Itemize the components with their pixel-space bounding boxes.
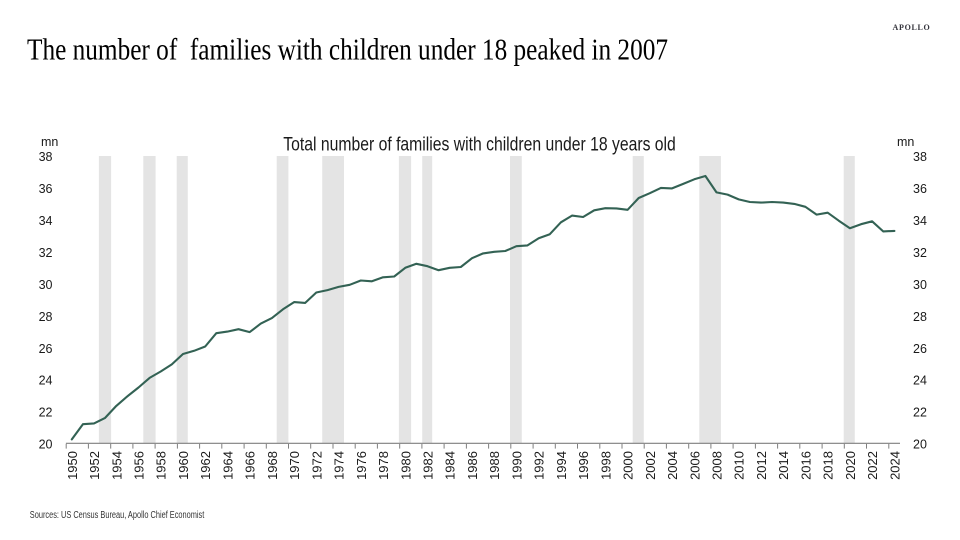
svg-text:1960: 1960: [176, 451, 191, 480]
svg-text:1964: 1964: [220, 451, 235, 480]
svg-text:20: 20: [913, 438, 927, 452]
svg-text:2018: 2018: [821, 451, 836, 480]
svg-text:24: 24: [39, 374, 53, 388]
svg-text:38: 38: [913, 150, 927, 164]
svg-text:1962: 1962: [198, 451, 213, 480]
svg-text:1966: 1966: [243, 451, 258, 480]
svg-text:30: 30: [39, 278, 53, 292]
svg-text:1994: 1994: [554, 451, 569, 480]
svg-text:1998: 1998: [598, 451, 613, 480]
svg-text:1978: 1978: [376, 451, 391, 480]
svg-text:20: 20: [39, 438, 53, 452]
svg-text:1972: 1972: [309, 451, 324, 480]
svg-text:36: 36: [913, 182, 927, 196]
svg-text:mn: mn: [41, 135, 58, 149]
svg-text:1976: 1976: [354, 451, 369, 480]
svg-text:1984: 1984: [443, 451, 458, 480]
svg-text:2010: 2010: [732, 451, 747, 480]
svg-text:2014: 2014: [776, 451, 791, 480]
svg-text:2012: 2012: [754, 451, 769, 480]
svg-text:22: 22: [913, 406, 927, 420]
svg-text:1992: 1992: [532, 451, 547, 480]
svg-text:1974: 1974: [332, 451, 347, 480]
svg-text:26: 26: [39, 342, 53, 356]
svg-text:2000: 2000: [621, 451, 636, 480]
svg-text:1968: 1968: [265, 451, 280, 480]
svg-text:The number of families with c: The number of families with children und…: [27, 32, 668, 67]
svg-text:1996: 1996: [576, 451, 591, 480]
svg-text:1982: 1982: [421, 451, 436, 480]
svg-text:2002: 2002: [643, 451, 658, 480]
svg-text:2020: 2020: [843, 451, 858, 480]
svg-text:1986: 1986: [465, 451, 480, 480]
svg-text:Sources: US Census Bureau, Apo: Sources: US Census Bureau, Apollo Chief …: [30, 510, 205, 521]
svg-text:APOLLO: APOLLO: [893, 23, 931, 32]
svg-text:1956: 1956: [132, 451, 147, 480]
svg-text:22: 22: [39, 406, 53, 420]
svg-text:2016: 2016: [798, 451, 813, 480]
svg-text:1980: 1980: [398, 451, 413, 480]
svg-text:2008: 2008: [710, 451, 725, 480]
svg-text:1970: 1970: [287, 451, 302, 480]
svg-text:1988: 1988: [487, 451, 502, 480]
svg-text:26: 26: [913, 342, 927, 356]
svg-text:34: 34: [913, 214, 927, 228]
svg-text:28: 28: [39, 310, 53, 324]
svg-text:32: 32: [913, 246, 927, 260]
svg-text:2024: 2024: [887, 451, 902, 480]
svg-text:2006: 2006: [687, 451, 702, 480]
svg-text:Total number of families with: Total number of families with children u…: [283, 134, 676, 155]
svg-text:mn: mn: [897, 135, 914, 149]
svg-text:24: 24: [913, 374, 927, 388]
svg-text:1954: 1954: [109, 451, 124, 480]
svg-text:1958: 1958: [154, 451, 169, 480]
svg-text:36: 36: [39, 182, 53, 196]
svg-text:28: 28: [913, 310, 927, 324]
svg-text:2022: 2022: [865, 451, 880, 480]
svg-text:1952: 1952: [87, 451, 102, 480]
svg-text:1990: 1990: [509, 451, 524, 480]
svg-text:30: 30: [913, 278, 927, 292]
svg-text:38: 38: [39, 150, 53, 164]
svg-text:2004: 2004: [665, 451, 680, 480]
svg-text:34: 34: [39, 214, 53, 228]
svg-text:1950: 1950: [65, 451, 80, 480]
svg-text:32: 32: [39, 246, 53, 260]
